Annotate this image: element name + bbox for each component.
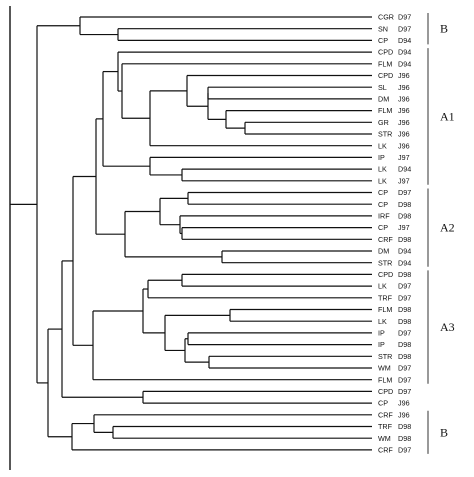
leaf-code: J96 — [398, 95, 410, 104]
leaf-code: D98 — [398, 305, 411, 314]
leaf-name: SN — [378, 24, 388, 33]
group-label: A3 — [440, 320, 455, 334]
leaf-code: D97 — [398, 329, 411, 338]
leaf-code: D97 — [398, 387, 411, 396]
leaf-code: D94 — [398, 48, 411, 57]
leaf-code: D98 — [398, 317, 411, 326]
leaf-name: IP — [378, 340, 385, 349]
group-label: A1 — [440, 109, 455, 123]
leaf-code: J96 — [398, 130, 410, 139]
leaf-name: LK — [378, 141, 387, 150]
leaf-name: GR — [378, 118, 389, 127]
leaf-code: J97 — [398, 153, 410, 162]
leaf-code: D97 — [398, 446, 411, 455]
leaf-name: STR — [378, 352, 392, 361]
leaf-name: FLM — [378, 106, 392, 115]
tree-root-line — [9, 6, 12, 470]
leaf-name: CPD — [378, 71, 393, 80]
leaf-code: D94 — [398, 165, 411, 174]
leaf-name: DM — [378, 247, 389, 256]
leaf-code: D97 — [398, 282, 411, 291]
leaf-name: STR — [378, 130, 392, 139]
leaf-code: D94 — [398, 36, 411, 45]
leaf-code: D98 — [398, 422, 411, 431]
leaf-code: J96 — [398, 399, 410, 408]
leaf-code: D98 — [398, 434, 411, 443]
leaf-code: D98 — [398, 270, 411, 279]
leaf-name: CP — [378, 36, 388, 45]
leaf-name: CP — [378, 188, 388, 197]
leaf-name: CRF — [378, 446, 393, 455]
leaf-name: CRF — [378, 235, 393, 244]
leaf-code: J96 — [398, 118, 410, 127]
leaf-code: J96 — [398, 71, 410, 80]
leaf-name: CP — [378, 399, 388, 408]
leaf-name: CP — [378, 200, 388, 209]
leaf-code: D94 — [398, 247, 411, 256]
leaf-code: D97 — [398, 293, 411, 302]
leaf-name: SL — [378, 83, 387, 92]
leaf-code: J96 — [398, 410, 410, 419]
group-label: A2 — [440, 221, 455, 235]
leaf-code: D98 — [398, 352, 411, 361]
leaf-code: J96 — [398, 83, 410, 92]
cluster-groups: B A1 A2 A3 B — [427, 13, 455, 454]
leaf-name: FLM — [378, 305, 392, 314]
leaf-name: WM — [378, 364, 391, 373]
leaf-name: LK — [378, 176, 387, 185]
leaf-name: FLM — [378, 375, 392, 384]
leaf-code: D97 — [398, 375, 411, 384]
leaf-code: D97 — [398, 24, 411, 33]
leaf-name: FLM — [378, 59, 392, 68]
leaf-name: IP — [378, 153, 385, 162]
group-label: B — [440, 425, 448, 439]
leaf-code: J96 — [398, 106, 410, 115]
leaf-name: CPD — [378, 387, 393, 396]
leaf-name: LK — [378, 282, 387, 291]
leaf-name: STR — [378, 258, 392, 267]
leaf-name: IP — [378, 329, 385, 338]
leaf-name: LK — [378, 317, 387, 326]
leaf-name: WM — [378, 434, 391, 443]
leaf-labels: CGR D97 SN D97 CP D94 CPD D94 FLM D94 CPD J96 SL J96 D… — [378, 13, 411, 455]
leaf-code: D98 — [398, 235, 411, 244]
leaf-code: J97 — [398, 176, 410, 185]
leaf-code: D97 — [398, 364, 411, 373]
leaf-name: IRF — [378, 212, 390, 221]
leaf-code: D97 — [398, 188, 411, 197]
leaf-code: J96 — [398, 141, 410, 150]
leaf-name: TRF — [378, 422, 393, 431]
leaf-code: D97 — [398, 13, 411, 22]
leaf-code: D98 — [398, 340, 411, 349]
leaf-code: D98 — [398, 200, 411, 209]
leaf-name: CPD — [378, 48, 393, 57]
leaf-code: J97 — [398, 223, 410, 232]
leaf-name: CP — [378, 223, 388, 232]
leaf-name: CRF — [378, 410, 393, 419]
leaf-code: D98 — [398, 212, 411, 221]
leaf-name: TRF — [378, 293, 393, 302]
leaf-code: D94 — [398, 59, 411, 68]
leaf-name: DM — [378, 95, 389, 104]
leaf-code: D94 — [398, 258, 411, 267]
tree-branches — [12, 16, 372, 451]
leaf-name: CPD — [378, 270, 393, 279]
leaf-name: CGR — [378, 13, 394, 22]
group-label: B — [440, 22, 448, 36]
leaf-name: LK — [378, 165, 387, 174]
